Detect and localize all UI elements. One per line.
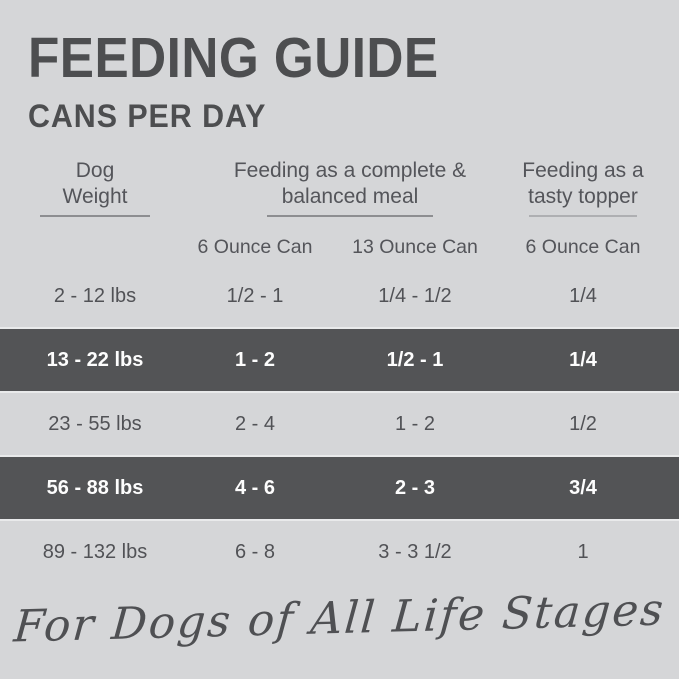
- page-title: FEEDING GUIDE: [28, 26, 439, 90]
- sub-header-topper-6oz: 6 Ounce Can: [525, 236, 641, 258]
- weight-cell: 56 - 88 lbs: [46, 476, 144, 499]
- meal-6oz-cell: 1/2 - 1: [226, 284, 284, 307]
- column-group-tasty-topper: Feeding as a tasty topper: [510, 158, 656, 217]
- header-underline: [40, 215, 150, 217]
- topper-6oz-cell: 3/4: [569, 476, 597, 499]
- table-sub-headers: 6 Ounce Can 13 Ounce Can 6 Ounce Can: [0, 235, 679, 259]
- weight-cell: 13 - 22 lbs: [46, 348, 144, 371]
- sub-header-spacer: [0, 235, 190, 259]
- table-row-highlighted: 13 - 22 lbs 1 - 2 1/2 - 1 1/4: [0, 327, 679, 393]
- meal-13oz-cell: 1 - 2: [394, 412, 436, 435]
- weight-cell: 23 - 55 lbs: [48, 412, 142, 435]
- column-group-label: Dog Weight: [62, 159, 128, 208]
- meal-6oz-cell: 4 - 6: [234, 476, 276, 499]
- topper-6oz-cell: 1/4: [569, 284, 597, 307]
- table-row: 23 - 55 lbs 2 - 4 1 - 2 1/2: [0, 393, 679, 455]
- meal-13oz-cell: 1/2 - 1: [386, 348, 444, 371]
- meal-6oz-cell: 6 - 8: [234, 540, 276, 563]
- meal-6oz-cell: 2 - 4: [234, 412, 276, 435]
- table-row: 2 - 12 lbs 1/2 - 1 1/4 - 1/2 1/4: [0, 265, 679, 327]
- life-stages-tagline: For Dogs of All Life Stages: [11, 584, 668, 653]
- column-group-label: Feeding as a complete & balanced meal: [233, 159, 467, 208]
- sub-header-meal-13oz: 13 Ounce Can: [352, 236, 478, 258]
- column-group-complete-meal: Feeding as a complete & balanced meal: [190, 158, 510, 217]
- weight-cell: 89 - 132 lbs: [42, 540, 148, 563]
- feeding-table-body: 2 - 12 lbs 1/2 - 1 1/4 - 1/2 1/4 13 - 22…: [0, 265, 679, 583]
- weight-cell: 2 - 12 lbs: [53, 284, 137, 307]
- meal-6oz-cell: 1 - 2: [234, 348, 276, 371]
- header-underline: [267, 215, 433, 217]
- table-row: 89 - 132 lbs 6 - 8 3 - 3 1/2 1: [0, 521, 679, 583]
- column-group-label: Feeding as a tasty topper: [522, 159, 644, 208]
- table-column-group-headers: Dog Weight Feeding as a complete & balan…: [0, 158, 679, 217]
- title-block: FEEDING GUIDE CANS PER DAY: [0, 0, 679, 134]
- column-group-dog-weight: Dog Weight: [0, 158, 190, 217]
- sub-header-meal-6oz: 6 Ounce Can: [197, 236, 313, 258]
- topper-6oz-cell: 1: [577, 540, 589, 563]
- page-subtitle: CANS PER DAY: [28, 98, 267, 134]
- topper-6oz-cell: 1/4: [569, 348, 597, 371]
- table-row-highlighted: 56 - 88 lbs 4 - 6 2 - 3 3/4: [0, 455, 679, 521]
- meal-13oz-cell: 2 - 3: [394, 476, 436, 499]
- header-underline: [529, 215, 637, 217]
- topper-6oz-cell: 1/2: [569, 412, 597, 435]
- meal-13oz-cell: 3 - 3 1/2: [378, 540, 452, 563]
- meal-13oz-cell: 1/4 - 1/2: [378, 284, 452, 307]
